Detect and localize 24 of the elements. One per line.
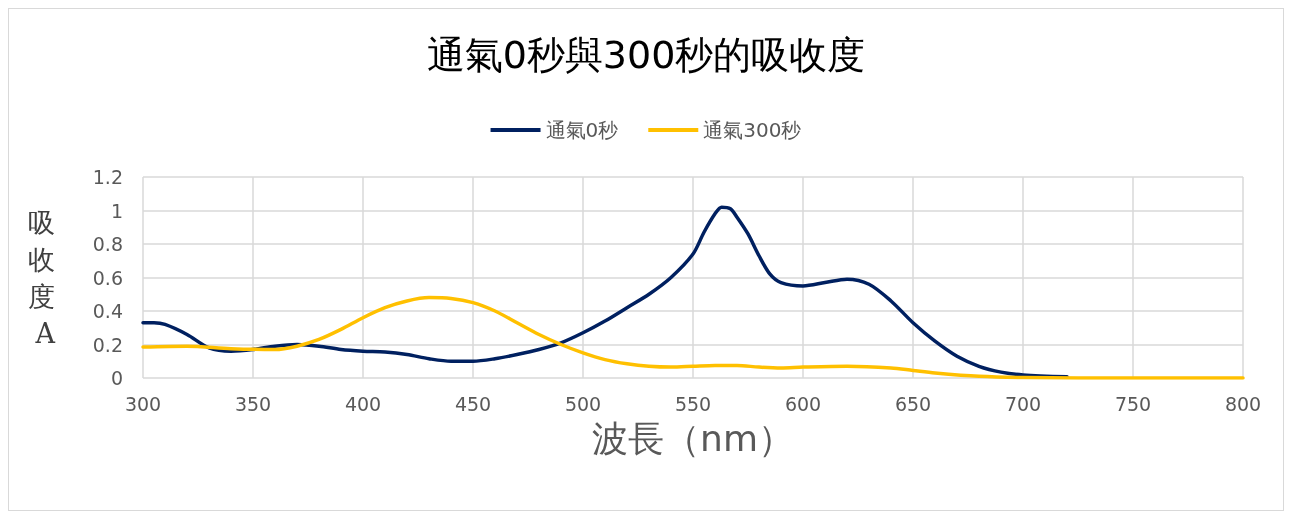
y-axis-title: 吸收度A — [28, 206, 56, 349]
y-tick-label: 1 — [110, 199, 123, 222]
x-tick-label: 350 — [234, 392, 272, 415]
y-tick-label: 0.6 — [92, 266, 123, 289]
y-tick-label: 0.8 — [92, 233, 123, 255]
y-tick-label: 0 — [110, 367, 123, 389]
x-tick-label: 400 — [344, 392, 382, 415]
chart-title: 通氣0秒與300秒的吸收度 — [426, 33, 866, 77]
x-tick-label: 650 — [894, 392, 932, 415]
x-tick-label: 300 — [124, 392, 162, 415]
x-axis-title: 波長（nm） — [592, 417, 794, 459]
x-tick-label: 700 — [1004, 392, 1042, 415]
y-tick-label: 0.2 — [92, 333, 123, 356]
x-tick-label: 500 — [564, 392, 602, 415]
y-tick-label: 0.4 — [92, 300, 123, 322]
x-tick-label: 550 — [674, 392, 712, 415]
line-series — [141, 205, 1069, 379]
y-tick-label: 1.2 — [92, 166, 123, 188]
x-tick-label: 600 — [784, 392, 822, 415]
x-tick-label: 450 — [454, 392, 492, 415]
x-tick-label: 750 — [1114, 392, 1152, 415]
legend-label: 通氣0秒 — [545, 118, 619, 142]
x-tick-label: 800 — [1224, 392, 1262, 415]
legend-label: 通氣300秒 — [703, 118, 802, 142]
